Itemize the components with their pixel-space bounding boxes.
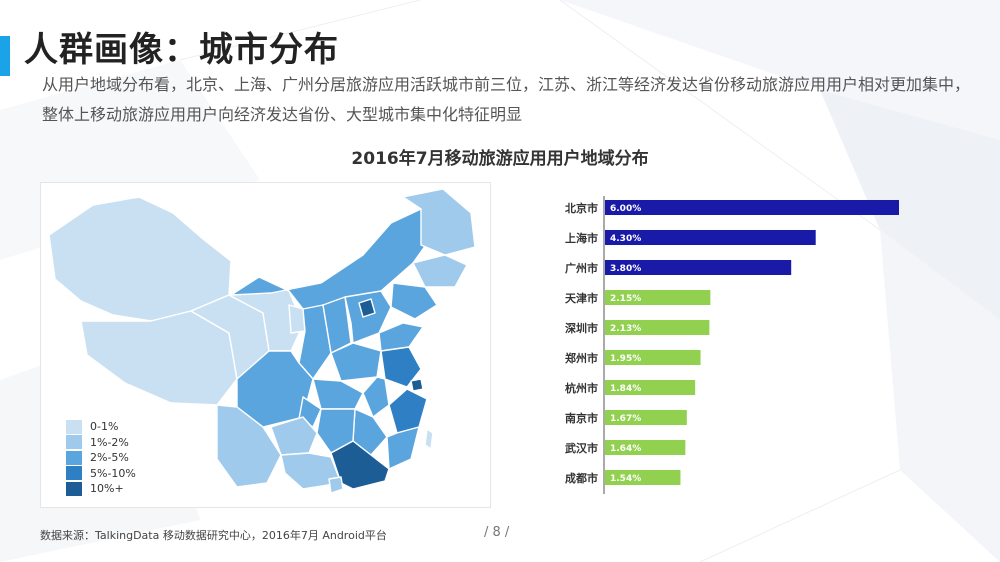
bar-value-label: 1.67% — [610, 414, 641, 424]
legend-label: 10%+ — [90, 482, 124, 496]
map-region-shanghai — [410, 378, 424, 392]
legend-swatch — [66, 466, 82, 481]
bar-value-label: 6.00% — [610, 204, 641, 214]
bar-value-label: 2.13% — [610, 324, 641, 334]
map-region-inner-mongolia — [230, 208, 434, 310]
china-map — [48, 188, 476, 494]
bar-value-label: 1.84% — [610, 384, 641, 394]
bar-value-label: 1.95% — [610, 354, 641, 364]
legend-item: 10%+ — [66, 481, 136, 497]
title-accent-bar — [0, 36, 10, 76]
map-region-liaoning — [390, 282, 438, 320]
category-label: 深圳市 — [565, 321, 598, 335]
map-region-anhui — [362, 376, 390, 418]
map-region-guizhou — [270, 416, 318, 456]
map-region-guangdong — [330, 440, 390, 490]
legend-swatch — [66, 435, 82, 450]
page-number: / 8 / — [484, 525, 510, 540]
category-label: 南京市 — [565, 411, 598, 425]
bar — [605, 260, 792, 275]
bar — [605, 200, 899, 215]
map-region-xinjiang — [48, 196, 232, 322]
legend-item: 0-1% — [66, 419, 136, 435]
map-region-tibet — [80, 310, 238, 406]
bar — [605, 470, 681, 485]
legend-label: 2%-5% — [90, 451, 129, 465]
bar — [605, 320, 710, 335]
bar-value-label: 1.64% — [610, 444, 641, 454]
map-region-henan — [330, 342, 382, 382]
legend-label: 1%-2% — [90, 435, 129, 449]
map-region-hubei — [312, 378, 364, 410]
map-region-fujian — [386, 426, 420, 470]
china-map-panel — [40, 182, 491, 508]
category-label: 杭州市 — [565, 381, 598, 395]
category-label: 成都市 — [565, 471, 598, 485]
bar — [605, 440, 686, 455]
category-label: 天津市 — [565, 291, 598, 305]
page-subtitle: 从用户地域分布看，北京、上海、广州分居旅游应用活跃城市前三位，江苏、浙江等经济发… — [42, 75, 971, 124]
bar — [605, 230, 816, 245]
legend-item: 1%-2% — [66, 435, 136, 451]
page-title: 人群画像：城市分布 — [24, 30, 339, 70]
legend-item: 5%-10% — [66, 466, 136, 482]
bar-value-label: 3.80% — [610, 264, 641, 274]
bar — [605, 410, 687, 425]
data-source-note: 数据来源：TalkingData 移动数据研究中心，2016年7月 Androi… — [40, 529, 387, 542]
bar-value-label: 1.54% — [610, 474, 641, 484]
map-region-beijing — [358, 298, 376, 318]
map-region-jilin — [412, 254, 468, 288]
legend-swatch — [66, 481, 82, 496]
legend-label: 5%-10% — [90, 466, 136, 480]
map-region-hainan — [328, 476, 344, 494]
map-region-taiwan — [424, 428, 434, 450]
category-label: 北京市 — [565, 201, 598, 215]
map-region-yunnan — [216, 404, 282, 488]
chart-title: 2016年7月移动旅游应用用户地域分布 — [351, 149, 649, 169]
city-bar-chart: 北京市 6.00% 上海市 4.30% 广州市 3.80% 天津市 2.15% 深圳市 2.13%… — [565, 196, 899, 494]
map-region-jiangsu — [380, 346, 422, 388]
map-legend: 0-1% 1%-2% 2%-5% 5%-10% 10%+ — [66, 419, 136, 497]
bar-value-label: 2.15% — [610, 294, 641, 304]
legend-swatch — [66, 450, 82, 465]
category-label: 上海市 — [565, 231, 598, 245]
category-label: 武汉市 — [565, 441, 598, 455]
bar-value-label: 4.30% — [610, 234, 641, 244]
legend-label: 0-1% — [90, 420, 119, 434]
legend-swatch — [66, 419, 82, 434]
bar — [605, 380, 696, 395]
category-label: 郑州市 — [565, 351, 598, 365]
legend-item: 2%-5% — [66, 450, 136, 466]
bar — [605, 290, 711, 305]
map-region-heilongjiang — [402, 188, 476, 256]
bar — [605, 350, 701, 365]
category-label: 广州市 — [565, 261, 598, 275]
map-region-shandong — [378, 322, 424, 352]
map-region-shanxi — [322, 296, 352, 354]
map-region-zhejiang — [388, 388, 428, 434]
